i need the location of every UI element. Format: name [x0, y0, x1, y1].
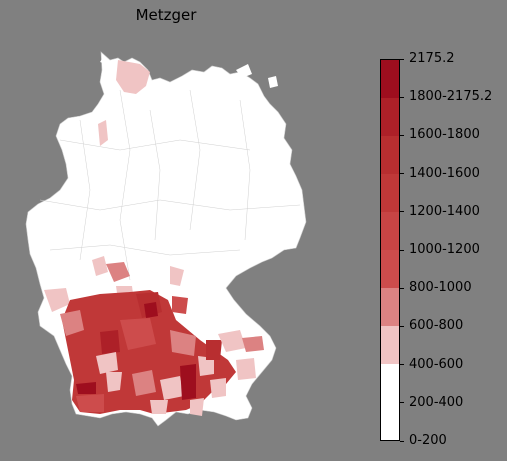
district-c3 [170, 266, 184, 286]
district-by-3 [242, 336, 264, 352]
district-c1 [92, 256, 108, 276]
colorbar-segment [381, 60, 399, 98]
district-bw-12 [160, 376, 184, 400]
district-bw-7 [96, 352, 118, 374]
colorbar-tick-label: 1200-1400 [409, 203, 480, 219]
colorbar-segment [381, 364, 399, 402]
colorbar-tick [400, 211, 404, 213]
district-by-1 [206, 340, 222, 360]
district-bw-4 [120, 318, 156, 350]
colorbar-segment [381, 250, 399, 288]
district-by-5 [210, 378, 226, 398]
colorbar-tick [400, 364, 404, 366]
colorbar-tick [400, 402, 404, 404]
district-bw-6 [100, 330, 120, 354]
colorbar-segment [381, 402, 399, 440]
district-bw-5 [170, 330, 196, 356]
district-by-6 [190, 398, 204, 416]
colorbar-tick [400, 287, 404, 289]
colorbar-tick-label: 800-1000 [409, 280, 472, 296]
district-bw-8 [76, 382, 96, 394]
colorbar-tick [400, 96, 404, 98]
colorbar-segment [381, 98, 399, 136]
district-bw-1 [60, 310, 84, 336]
district-bw-11 [132, 370, 156, 396]
district-by-4 [236, 358, 256, 380]
district-bw-13 [180, 364, 196, 400]
colorbar-tick-label: 1800-2175.2 [409, 89, 493, 105]
district-bw-14 [198, 356, 214, 376]
colorbar-tick [400, 173, 404, 175]
colorbar-tick-label: 1400-1600 [409, 165, 480, 181]
district-by-7 [150, 400, 168, 414]
colorbar-tick-label: 1600-1800 [409, 127, 480, 143]
district-c4 [44, 288, 70, 312]
district-fills [44, 60, 264, 416]
district-sh [116, 60, 150, 94]
colorbar-tick [400, 440, 404, 442]
district-c2 [106, 262, 130, 282]
colorbar-tick [400, 134, 404, 136]
colorbar-tick-label: 0-200 [409, 433, 447, 448]
map-title: Metzger [135, 6, 197, 24]
colorbar-tick-label: 400-600 [409, 356, 464, 372]
district-bw-9 [76, 394, 104, 412]
district-by-8 [172, 296, 188, 314]
district-bw-10 [106, 372, 122, 392]
colorbar-segment [381, 288, 399, 326]
colorbar-tick [400, 249, 404, 251]
island-north [100, 56, 106, 64]
colorbar-segment [381, 174, 399, 212]
colorbar-tick-label: 600-800 [409, 318, 464, 334]
colorbar-tick [400, 58, 404, 60]
district-borders [39, 89, 301, 281]
island-east [236, 64, 252, 78]
colorbar-tick-label: 200-400 [409, 394, 464, 410]
colorbar-segment [381, 326, 399, 364]
district-bw-3 [144, 302, 158, 318]
colorbar [380, 59, 400, 441]
colorbar-tick [400, 325, 404, 327]
district-by-2 [218, 330, 246, 352]
district-nw [98, 120, 108, 146]
island-east2 [268, 76, 278, 88]
colorbar-tick-label: 2175.2 [409, 51, 455, 66]
colorbar-segment [381, 212, 399, 250]
colorbar-tick-label: 1000-1200 [409, 242, 480, 257]
colorbar-segment [381, 136, 399, 174]
